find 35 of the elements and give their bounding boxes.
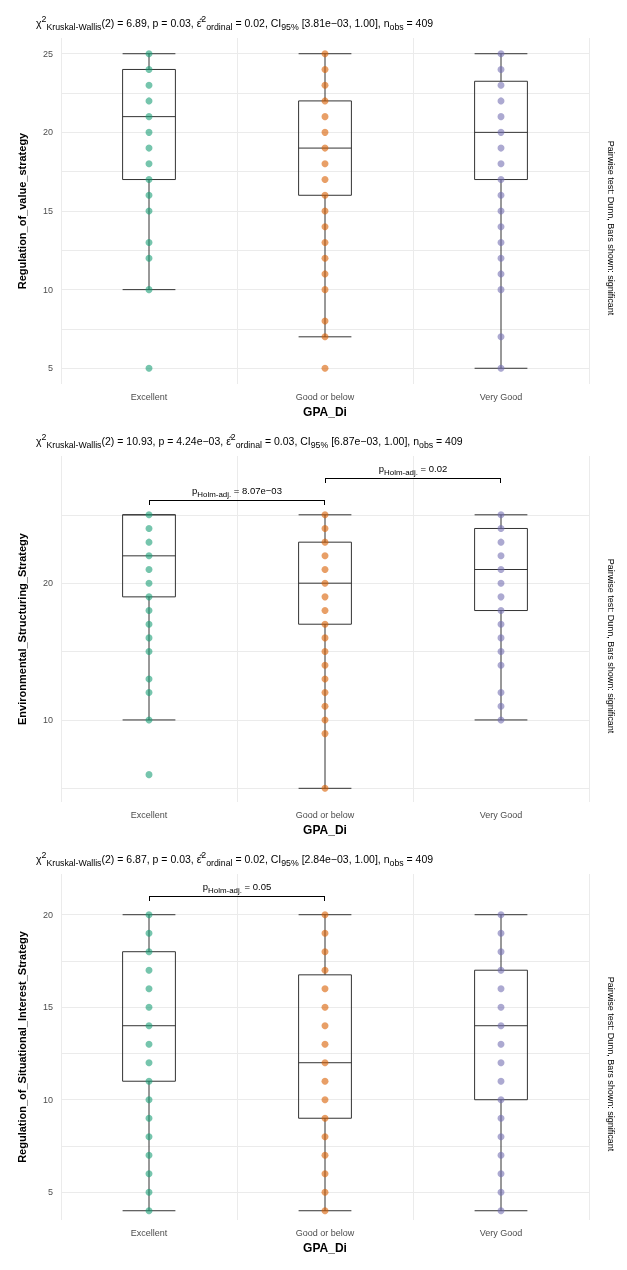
x-tick-label: Very Good bbox=[479, 1227, 523, 1238]
y-tick-label: 25 bbox=[42, 48, 53, 59]
y-tick-label: 5 bbox=[47, 1187, 53, 1198]
x-axis-title: GPA_Di bbox=[303, 405, 347, 419]
x-tick-label: Good or below bbox=[295, 391, 355, 402]
y-tick-label: 10 bbox=[42, 714, 53, 725]
x-tick-label: Excellent bbox=[130, 391, 168, 402]
y-axis-title: Regulation_of_value_strategy bbox=[15, 131, 28, 290]
x-axis-title: GPA_Di bbox=[303, 1241, 347, 1255]
text: Pairwise test: Dunn, Bars shown: significant bbox=[605, 976, 616, 1152]
chart-title: χ$^{2}$$_{Kruskal-Wallis}$(2) = 10.93, p = 4.24e−03, ε̂$^{2}$$_{ordinal}$ = 0.03, CI$_{95%}$ [6.87e−03, 1.00], n$_{obs}$ = 409 bbox=[36, 432, 463, 450]
x-tick-label: Very Good bbox=[479, 391, 523, 402]
x-axis-title: GPA_Di bbox=[303, 823, 347, 837]
chart-title: χ$^{2}$$_{Kruskal-Wallis}$(2) = 6.87, p = 0.03, ε̂$^{2}$$_{ordinal}$ = 0.02, CI$_{95%}$ [2.84e−03, 1.00], n$_{obs}$ = 409 bbox=[36, 850, 434, 868]
annotation: p$_{Holm-adj.}$ = 0.02 bbox=[377, 463, 449, 477]
y-tick-label: 10 bbox=[42, 1094, 53, 1105]
y-tick-label: 20 bbox=[42, 127, 53, 138]
x-tick-label: Very Good bbox=[479, 809, 523, 820]
y-axis-title: Environmental_Structuring_Strategy bbox=[15, 532, 28, 725]
y-tick-label: 20 bbox=[42, 578, 53, 589]
y-tick-label: 10 bbox=[42, 284, 53, 295]
x-tick-label: Good or below bbox=[295, 1227, 355, 1238]
text: Pairwise test: Dunn, Bars shown: significant bbox=[605, 140, 616, 316]
chart-title: χ$^{2}$$_{Kruskal-Wallis}$(2) = 6.89, p = 0.03, ε̂$^{2}$$_{ordinal}$ = 0.02, CI$_{95%}$ [3.81e−03, 1.00], n$_{obs}$ = 409 bbox=[36, 14, 434, 32]
y-tick-label: 15 bbox=[42, 1002, 53, 1013]
x-tick-label: Good or below bbox=[295, 809, 355, 820]
annotation: p$_{Holm-adj.}$ = 8.07e−03 bbox=[191, 485, 283, 499]
text: Pairwise test: Dunn, Bars shown: significant bbox=[605, 558, 616, 734]
y-tick-label: 5 bbox=[47, 363, 53, 374]
x-tick-label: Excellent bbox=[130, 809, 168, 820]
annotation: p$_{Holm-adj.}$ = 0.05 bbox=[201, 881, 273, 895]
y-tick-label: 20 bbox=[42, 909, 53, 920]
y-axis-title: Regulation_of_Situational_Interest_Strategy bbox=[15, 930, 28, 1163]
x-tick-label: Excellent bbox=[130, 1227, 168, 1238]
y-tick-label: 15 bbox=[42, 206, 53, 216]
